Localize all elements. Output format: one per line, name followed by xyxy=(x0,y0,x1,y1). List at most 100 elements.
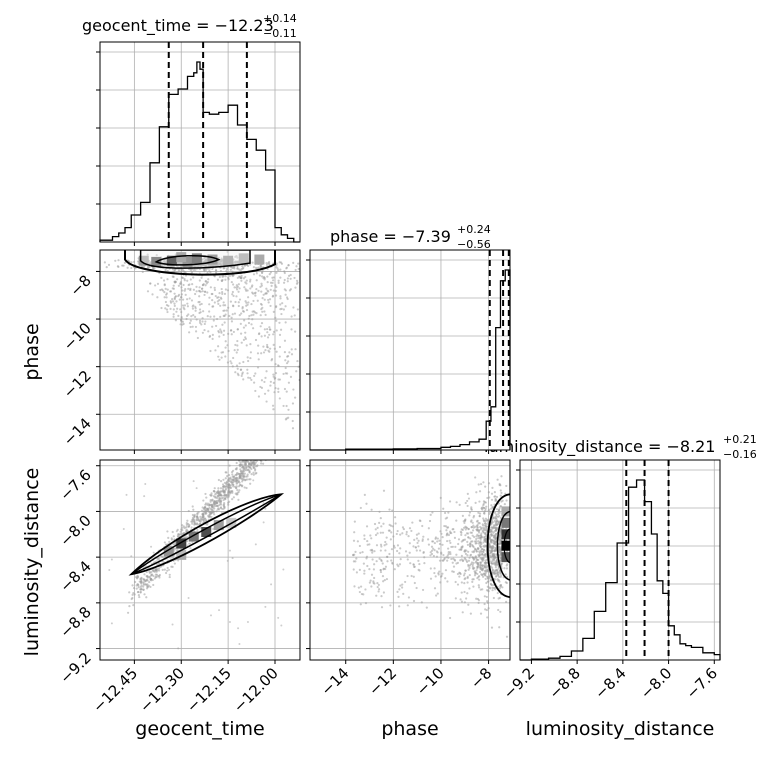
scatter-point xyxy=(281,302,284,305)
scatter-point xyxy=(287,381,290,384)
scatter-point xyxy=(448,500,452,503)
scatter-point xyxy=(453,536,457,539)
scatter-point xyxy=(489,545,492,548)
scatter-point xyxy=(203,322,206,326)
density-block xyxy=(201,527,212,537)
scatter-point xyxy=(180,310,183,314)
scatter-point xyxy=(222,309,225,312)
scatter-point xyxy=(373,563,376,566)
scatter-point xyxy=(224,275,227,278)
scatter-point xyxy=(491,586,494,589)
scatter-point xyxy=(446,559,449,562)
scatter-point xyxy=(236,256,239,259)
scatter-point xyxy=(497,579,500,582)
scatter-point xyxy=(359,551,362,554)
scatter-point xyxy=(204,268,208,271)
scatter-point xyxy=(213,499,216,503)
scatter-point xyxy=(262,351,266,354)
scatter-point xyxy=(483,564,486,567)
scatter-point xyxy=(422,550,425,554)
scatter-point xyxy=(265,287,268,290)
scatter-point xyxy=(457,538,461,541)
scatter-point xyxy=(233,485,237,488)
scatter-point xyxy=(357,586,360,589)
scatter-point xyxy=(267,349,270,352)
scatter-point xyxy=(484,540,488,544)
scatter-point xyxy=(157,569,161,572)
scatter-point xyxy=(286,277,290,280)
scatter-point xyxy=(353,531,356,534)
scatter-point xyxy=(171,565,174,568)
scatter-point xyxy=(467,497,471,500)
scatter-point xyxy=(206,502,210,505)
scatter-point xyxy=(494,557,497,560)
scatter-point xyxy=(461,514,464,517)
scatter-point xyxy=(274,284,277,287)
scatter-point xyxy=(245,478,249,481)
scatter-point xyxy=(191,283,194,286)
scatter-point xyxy=(474,572,477,575)
scatter-point xyxy=(240,374,243,378)
scatter-point xyxy=(180,270,183,273)
scatter-point xyxy=(278,345,282,349)
scatter-point xyxy=(271,281,274,285)
scatter-point xyxy=(221,483,225,486)
scatter-point xyxy=(493,495,496,498)
scatter-point xyxy=(211,305,214,308)
scatter-point xyxy=(447,533,451,537)
scatter-point xyxy=(223,292,227,295)
scatter-point xyxy=(162,279,166,282)
scatter-point xyxy=(497,545,500,548)
scatter-point xyxy=(480,542,483,545)
scatter-point xyxy=(277,390,280,393)
scatter-point xyxy=(439,581,442,584)
scatter-point xyxy=(447,511,450,514)
scatter-point xyxy=(443,511,447,515)
scatter-point xyxy=(372,568,376,571)
scatter-point xyxy=(285,390,288,393)
scatter-point xyxy=(482,481,485,484)
density-block xyxy=(176,549,187,560)
scatter-point xyxy=(241,465,244,468)
scatter-point xyxy=(192,276,195,279)
scatter-point xyxy=(234,260,237,263)
scatter-point xyxy=(134,580,137,584)
scatter-point xyxy=(448,539,451,542)
scatter-point xyxy=(469,537,472,540)
scatter-point xyxy=(495,508,499,511)
scatter-point xyxy=(481,575,485,578)
scatter-point xyxy=(405,533,408,536)
scatter-point xyxy=(257,344,260,347)
scatter-point xyxy=(297,262,300,265)
scatter-point xyxy=(475,569,478,572)
scatter-point xyxy=(161,568,164,571)
scatter-point xyxy=(477,584,480,587)
scatter-point xyxy=(272,289,275,292)
scatter-point xyxy=(372,581,375,584)
scatter-point xyxy=(246,303,249,306)
scatter-point xyxy=(376,526,379,529)
scatter-point xyxy=(170,265,173,268)
scatter-point xyxy=(254,372,257,375)
scatter-point xyxy=(245,289,248,292)
scatter-point xyxy=(242,475,246,479)
scatter-point xyxy=(229,329,233,332)
scatter-point xyxy=(487,590,490,593)
scatter-point xyxy=(401,586,404,589)
scatter-point xyxy=(463,601,466,604)
scatter-point xyxy=(474,525,477,528)
scatter-point xyxy=(494,533,498,536)
scatter-point xyxy=(249,356,252,360)
scatter-point xyxy=(477,511,480,514)
scatter-point xyxy=(485,525,488,528)
scatter-point xyxy=(481,523,484,526)
scatter-point xyxy=(480,548,483,551)
scatter-point xyxy=(417,539,420,542)
scatter-point xyxy=(263,380,266,384)
scatter-point xyxy=(292,261,295,264)
scatter-point xyxy=(229,360,232,363)
scatter-point xyxy=(477,540,480,543)
scatter-point xyxy=(226,475,229,478)
scatter-point xyxy=(469,545,472,548)
scatter-point xyxy=(140,587,143,590)
